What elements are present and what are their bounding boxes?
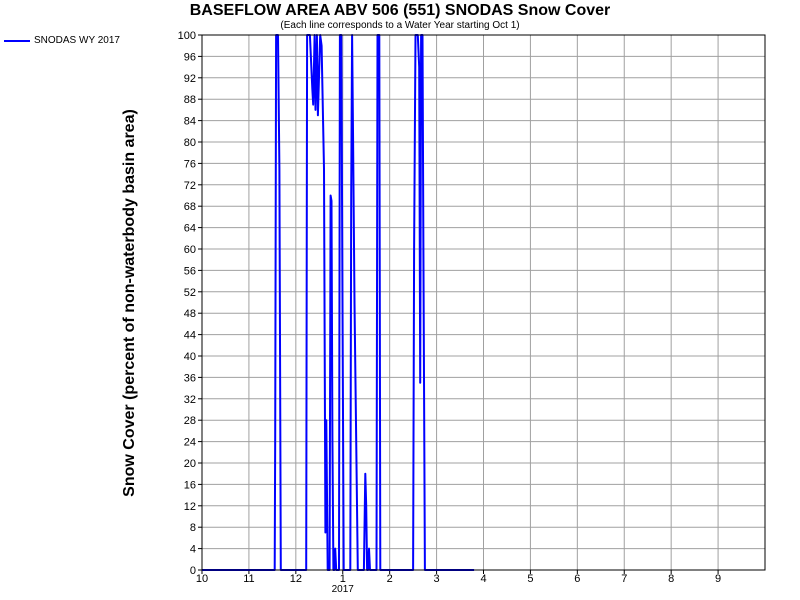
y-tick-label: 4: [190, 544, 196, 556]
legend-label: SNODAS WY 2017: [34, 35, 120, 46]
legend: SNODAS WY 2017: [4, 35, 120, 46]
y-tick-label: 16: [184, 479, 196, 491]
y-tick-label: 68: [184, 201, 196, 213]
chart-title: BASEFLOW AREA ABV 506 (551) SNODAS Snow …: [189, 2, 611, 19]
y-tick-label: 20: [184, 458, 196, 470]
y-tick-label: 8: [190, 522, 196, 534]
x-tick-label: 9: [715, 573, 721, 585]
y-tick-label: 36: [184, 372, 196, 384]
y-tick-label: 92: [184, 73, 196, 85]
y-tick-label: 48: [184, 308, 196, 320]
x-tick-label: 5: [527, 573, 533, 585]
series-line: [202, 34, 475, 571]
y-tick-label: 52: [184, 287, 196, 299]
y-tick-label: 72: [184, 180, 196, 192]
x-tick-label: 6: [574, 573, 580, 585]
y-tick-label: 0: [190, 565, 196, 577]
y-tick-label: 80: [184, 137, 196, 149]
x-year-label: 2017: [332, 584, 355, 595]
y-tick-label: 76: [184, 158, 196, 170]
x-tick-label: 11: [243, 573, 254, 585]
x-tick-label: 8: [668, 573, 674, 585]
y-tick-label: 40: [184, 351, 196, 363]
x-tick-label: 4: [480, 573, 486, 585]
x-tick-label: 1: [340, 573, 346, 585]
legend-swatch: [4, 39, 30, 42]
y-axis-ticks: 0481216202428323640444852566064687276808…: [178, 30, 202, 577]
y-tick-label: 12: [184, 501, 196, 513]
chart-subtitle: (Each line corresponds to a Water Year s…: [280, 20, 520, 31]
y-tick-label: 96: [184, 51, 196, 63]
y-tick-label: 88: [184, 94, 196, 106]
y-tick-label: 28: [184, 415, 196, 427]
y-tick-label: 44: [184, 330, 196, 342]
x-tick-label: 2: [387, 573, 393, 585]
x-tick-label: 7: [621, 573, 627, 585]
plot-area: [201, 34, 766, 571]
x-tick-label: 12: [290, 573, 302, 585]
series-group: [202, 34, 475, 571]
y-tick-label: 56: [184, 265, 196, 277]
y-tick-label: 32: [184, 394, 196, 406]
grid: [201, 34, 765, 571]
y-tick-label: 84: [184, 116, 196, 128]
y-tick-label: 64: [184, 223, 196, 235]
x-tick-label: 10: [196, 573, 208, 585]
y-tick-label: 60: [184, 244, 196, 256]
y-tick-label: 24: [184, 437, 196, 449]
y-tick-label: 100: [178, 30, 196, 42]
x-tick-label: 3: [434, 573, 440, 585]
